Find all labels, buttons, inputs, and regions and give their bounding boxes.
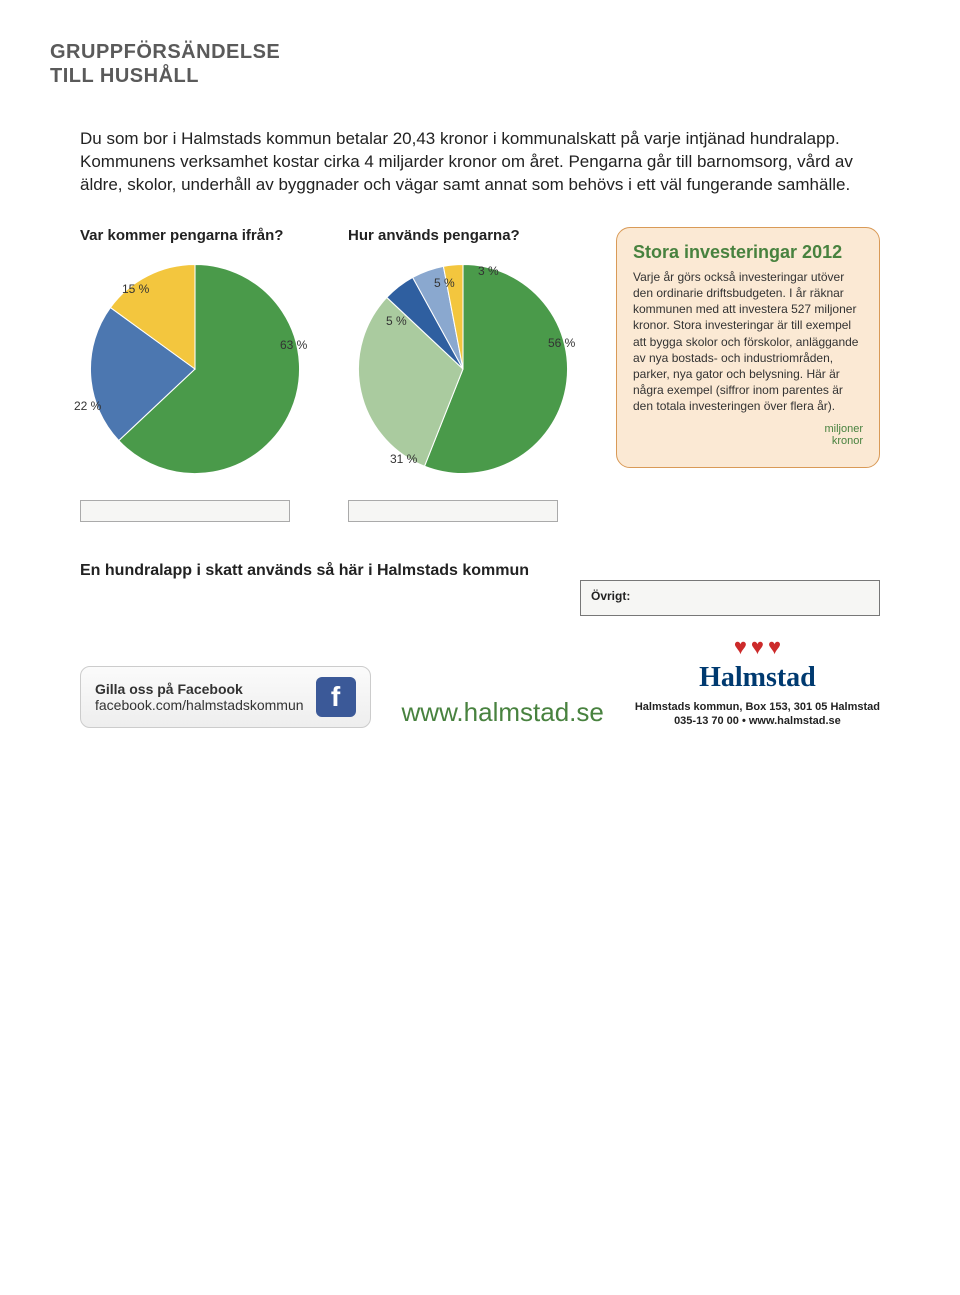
fb-line2: facebook.com/halmstadskommun [95,697,304,713]
investments-body: Varje år görs också investeringar utöver… [633,269,863,415]
logo-text: Halmstad [635,662,880,694]
footer-row: Gilla oss på Facebook facebook.com/halms… [50,634,910,729]
pie-percent-label: 15 % [122,282,149,296]
coins-section: En hundralapp i skatt används så här i H… [80,562,880,594]
fb-line1: Gilla oss på Facebook [95,681,304,697]
address: Halmstads kommun, Box 153, 301 05 Halmst… [635,700,880,729]
intro-paragraph: Du som bor i Halmstads kommun betalar 20… [80,128,880,197]
coins-title: En hundralapp i skatt används så här i H… [80,562,880,580]
logo-hearts-icon: ♥♥♥ [635,634,880,660]
pie-percent-label: 5 % [386,314,407,328]
logo-column: ♥♥♥ Halmstad Halmstads kommun, Box 153, … [635,634,880,729]
pie-percent-label: 56 % [548,336,575,350]
investments-box: Stora investeringar 2012 Varje år görs o… [616,227,880,468]
ovrigt-title: Övrigt: [591,589,869,603]
pie1-column: Var kommer pengarna ifrån? 63 %22 %15 % [80,227,330,522]
pie-percent-label: 5 % [434,276,455,290]
pie2-chart: 56 % 31 % 5 % 5 % 3 % [348,254,578,484]
pie2-column: Hur används pengarna? 56 % 31 % 5 % 5 % 3 % [348,227,598,522]
pie2-legend [348,500,558,522]
ovrigt-box: Övrigt: [580,580,880,616]
pie2-title: Hur används pengarna? [348,227,598,244]
pie-percent-label: 31 % [390,452,417,466]
pie1-legend [80,500,290,522]
facebook-icon: f [316,677,356,717]
investments-column: Stora investeringar 2012 Varje år görs o… [616,227,880,522]
pie-percent-label: 3 % [478,264,499,278]
website-url[interactable]: www.halmstad.se [402,697,604,728]
pie-percent-label: 22 % [74,399,101,413]
pie1-title: Var kommer pengarna ifrån? [80,227,330,244]
pie1-chart: 63 %22 %15 % [80,254,310,484]
pie-percent-label: 63 % [280,338,307,352]
facebook-box[interactable]: Gilla oss på Facebook facebook.com/halms… [80,666,371,728]
header-label: GRUPPFÖRSÄNDELSE TILL HUSHÅLL [50,40,910,88]
investments-title: Stora investeringar 2012 [633,242,863,263]
